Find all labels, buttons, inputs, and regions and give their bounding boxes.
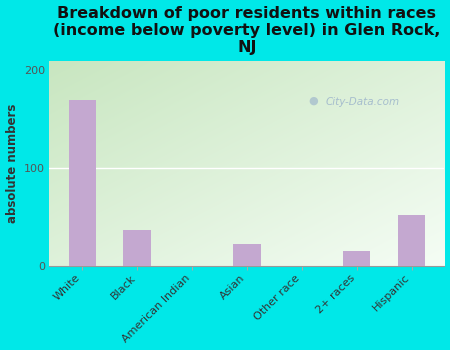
Bar: [68, 100, 96, 266]
Title: Breakdown of poor residents within races
(income below poverty level) in Glen Ro: Breakdown of poor residents within races…: [53, 6, 441, 55]
Text: ●: ●: [308, 96, 318, 106]
Bar: [343, 251, 370, 266]
Bar: [398, 215, 425, 266]
Bar: [123, 230, 151, 266]
Bar: [233, 244, 261, 266]
Y-axis label: absolute numbers: absolute numbers: [5, 104, 18, 223]
Text: City-Data.com: City-Data.com: [326, 97, 400, 107]
